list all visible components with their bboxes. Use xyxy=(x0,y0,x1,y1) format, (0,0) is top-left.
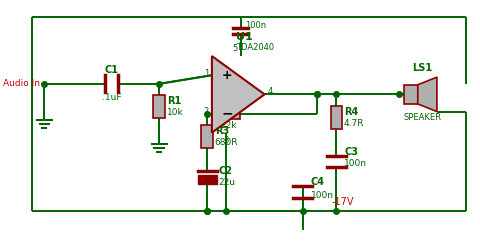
Text: .1uF: .1uF xyxy=(102,93,121,102)
Text: C2: C2 xyxy=(218,166,233,176)
Text: R1: R1 xyxy=(167,96,181,106)
Text: U1: U1 xyxy=(236,32,252,42)
Text: Audio In: Audio In xyxy=(2,79,39,88)
Bar xyxy=(216,108,240,119)
Text: 680R: 680R xyxy=(215,138,238,147)
Text: R4: R4 xyxy=(344,106,358,117)
Text: LS1: LS1 xyxy=(412,62,432,72)
Text: 22k: 22k xyxy=(220,122,237,130)
Text: -17V: -17V xyxy=(332,196,354,206)
Text: 100n: 100n xyxy=(344,159,367,168)
Text: +: + xyxy=(221,69,232,82)
Polygon shape xyxy=(418,77,437,112)
Bar xyxy=(202,125,213,148)
Bar xyxy=(198,175,216,184)
Text: 1: 1 xyxy=(204,69,209,78)
Bar xyxy=(404,85,418,104)
Bar xyxy=(154,95,165,118)
Text: SPEAKER: SPEAKER xyxy=(404,113,442,122)
Text: 4: 4 xyxy=(267,87,273,96)
Bar xyxy=(331,106,342,129)
Text: 10k: 10k xyxy=(167,108,184,117)
Text: −: − xyxy=(221,106,233,120)
Text: C3: C3 xyxy=(344,147,358,157)
Text: 2: 2 xyxy=(204,107,209,116)
Text: 22u: 22u xyxy=(218,178,236,187)
Text: 3: 3 xyxy=(223,136,229,145)
Text: 100n: 100n xyxy=(311,191,334,200)
Text: 4.7R: 4.7R xyxy=(344,118,364,128)
Text: C4: C4 xyxy=(311,178,324,188)
Text: TDA2040: TDA2040 xyxy=(236,43,274,52)
Text: R2: R2 xyxy=(221,96,235,106)
Text: 100n: 100n xyxy=(245,21,266,30)
Text: C1: C1 xyxy=(104,66,119,76)
Text: R3: R3 xyxy=(215,126,229,136)
Text: 5: 5 xyxy=(232,44,238,53)
Polygon shape xyxy=(212,56,264,133)
